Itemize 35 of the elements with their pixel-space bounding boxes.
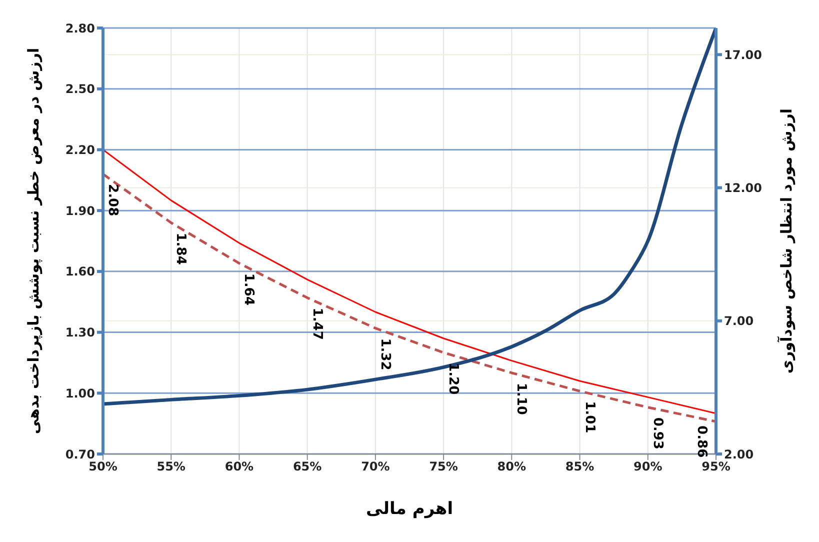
x-tick-label: 65% [292,460,322,474]
y-tick-label: 1.60 [65,264,95,279]
y-tick-label: 2.80 [65,21,95,36]
y-tick-label: 2.50 [65,82,95,96]
x-tick-label: 70% [361,460,390,474]
x-tick-label: 75% [429,460,458,474]
data-label: 0.93 [650,417,665,450]
y-tick-label: 2.20 [65,142,95,157]
data-label: 1.47 [309,308,324,340]
data-label: 0.86 [694,426,709,458]
y2-tick-label: 2.00 [724,447,754,462]
y-tick-label: 1.90 [65,204,95,218]
x-tick-label: 55% [156,460,186,474]
x-tick-label: 85% [565,460,594,474]
x-axis-title: اهرم مالی [366,499,454,519]
x-tick-label: 90% [634,460,662,474]
y-tick-label: 1.30 [65,326,95,340]
y2-tick-label: 7.00 [724,314,754,328]
data-label: 2.08 [105,184,120,216]
data-label: 1.01 [582,401,597,434]
x-tick-label: 60% [224,460,254,474]
data-label: 1.64 [241,273,256,306]
y2-tick-label: 17.00 [724,48,762,62]
data-label: 1.32 [377,338,392,370]
y-tick-label: 1.00 [65,386,95,400]
y-tick-label: 0.70 [65,447,95,462]
y2-axis-title: ارزش مورد انتظار شاخص سودآوری [776,108,796,374]
x-tick-label: 95% [702,460,730,474]
x-tick-label: 50% [88,460,118,474]
data-label: 1.20 [446,362,461,395]
y2-tick-label: 12.00 [724,181,762,196]
data-label: 1.84 [173,232,188,265]
data-label: 1.10 [514,382,529,415]
x-tick-label: 80% [497,460,526,474]
y-axis-title: ارزش در معرض خطر نسبت پوشش بازپرداخت بدهی [24,48,42,434]
